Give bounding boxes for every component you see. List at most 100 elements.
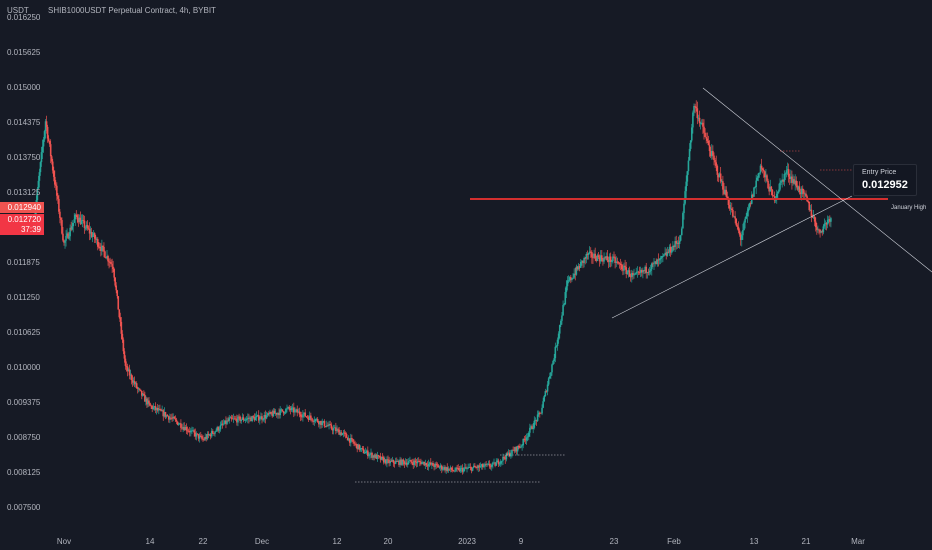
- candle-body: [650, 263, 653, 270]
- candle-body: [658, 258, 661, 261]
- candle-body: [604, 257, 606, 259]
- candle-body: [704, 132, 706, 138]
- candle-body: [98, 246, 100, 248]
- candle-body: [36, 188, 39, 201]
- candle-body: [800, 188, 803, 195]
- candle-body: [565, 286, 568, 293]
- candle-body: [423, 461, 426, 466]
- candle-body: [827, 219, 830, 220]
- candle-body: [771, 189, 774, 196]
- candle-body: [304, 412, 306, 417]
- candle-body: [788, 176, 791, 180]
- candle-body: [792, 179, 794, 183]
- candle-body: [40, 152, 43, 163]
- candle-body: [232, 418, 235, 420]
- candle-body: [145, 398, 147, 402]
- candle-body: [451, 470, 454, 471]
- candle-body: [143, 393, 145, 395]
- candle-body: [52, 170, 55, 177]
- candle-body: [271, 413, 274, 417]
- candle-body: [596, 255, 599, 261]
- candle-body: [216, 427, 219, 431]
- candle-body: [368, 455, 370, 456]
- candle-body: [57, 195, 59, 199]
- candle-body: [100, 248, 102, 251]
- candle-body: [249, 417, 251, 419]
- candle-body: [92, 233, 95, 236]
- y-tick-label: 0.011875: [7, 258, 40, 267]
- candle-body: [78, 217, 81, 223]
- candle-body: [678, 240, 681, 245]
- candle-body: [53, 176, 56, 185]
- candle-body: [197, 434, 200, 439]
- candle-body: [133, 381, 136, 385]
- candle-body: [159, 408, 161, 410]
- candle-body: [632, 273, 634, 276]
- candle-body: [411, 462, 413, 464]
- candle-body: [67, 233, 69, 239]
- candle-body: [568, 277, 571, 281]
- candle-body: [83, 220, 86, 228]
- ascending-trendline[interactable]: [611, 195, 853, 319]
- candle-body: [503, 456, 505, 459]
- candle-body: [110, 262, 112, 264]
- candle-body: [252, 416, 255, 418]
- candle-body: [251, 416, 253, 422]
- candle-body: [710, 150, 713, 157]
- candle-body: [455, 467, 457, 471]
- candle-body: [813, 216, 816, 222]
- entry-price-label[interactable]: Entry Price 0.012952: [853, 164, 917, 196]
- candle-body: [675, 241, 678, 244]
- candle-body: [390, 460, 393, 462]
- candle-body: [655, 261, 658, 265]
- candle-body: [217, 427, 220, 431]
- candle-body: [667, 251, 670, 253]
- candle-body: [703, 126, 705, 133]
- candle-body: [589, 251, 592, 253]
- candle-body: [496, 460, 499, 463]
- candle-body: [647, 272, 650, 273]
- candle-body: [164, 412, 167, 417]
- entry-price-title: Entry Price: [862, 169, 897, 176]
- candle-body: [233, 418, 236, 420]
- candle-body: [86, 224, 89, 229]
- candle-body: [653, 262, 655, 264]
- candle-body: [625, 267, 628, 274]
- candle-body: [603, 257, 605, 262]
- candle-body: [826, 219, 829, 225]
- candle-body: [122, 339, 125, 352]
- candle-body: [313, 421, 316, 422]
- candle-body: [822, 226, 825, 233]
- candle-body: [104, 251, 106, 258]
- candle-body: [212, 431, 214, 434]
- candle-body: [76, 215, 79, 220]
- candle-body: [543, 395, 546, 402]
- candle-body: [719, 173, 722, 182]
- candle-body: [245, 418, 248, 420]
- candle-body: [280, 409, 283, 411]
- candle-body: [546, 384, 549, 392]
- candle-body: [192, 430, 194, 432]
- candle-body: [220, 423, 223, 426]
- candle-body: [162, 410, 165, 417]
- descending-trendline[interactable]: [702, 87, 932, 273]
- candle-body: [41, 146, 44, 153]
- entry-price-value: 0.012952: [862, 179, 908, 191]
- candle-body: [340, 432, 343, 436]
- candle-body: [732, 210, 734, 217]
- candle-body: [378, 456, 381, 457]
- candle-body: [438, 466, 441, 468]
- candle-body: [499, 461, 502, 464]
- candle-body: [339, 432, 341, 435]
- candle-body: [433, 465, 435, 468]
- candle-body: [716, 165, 719, 175]
- candle-body: [694, 106, 696, 107]
- candle-body: [654, 261, 656, 263]
- candle-body: [371, 452, 373, 458]
- x-tick-label: 13: [750, 537, 759, 546]
- candle-body: [634, 273, 636, 275]
- candle-body: [616, 261, 619, 263]
- x-tick-label: Feb: [667, 537, 681, 546]
- candle-body: [128, 369, 131, 376]
